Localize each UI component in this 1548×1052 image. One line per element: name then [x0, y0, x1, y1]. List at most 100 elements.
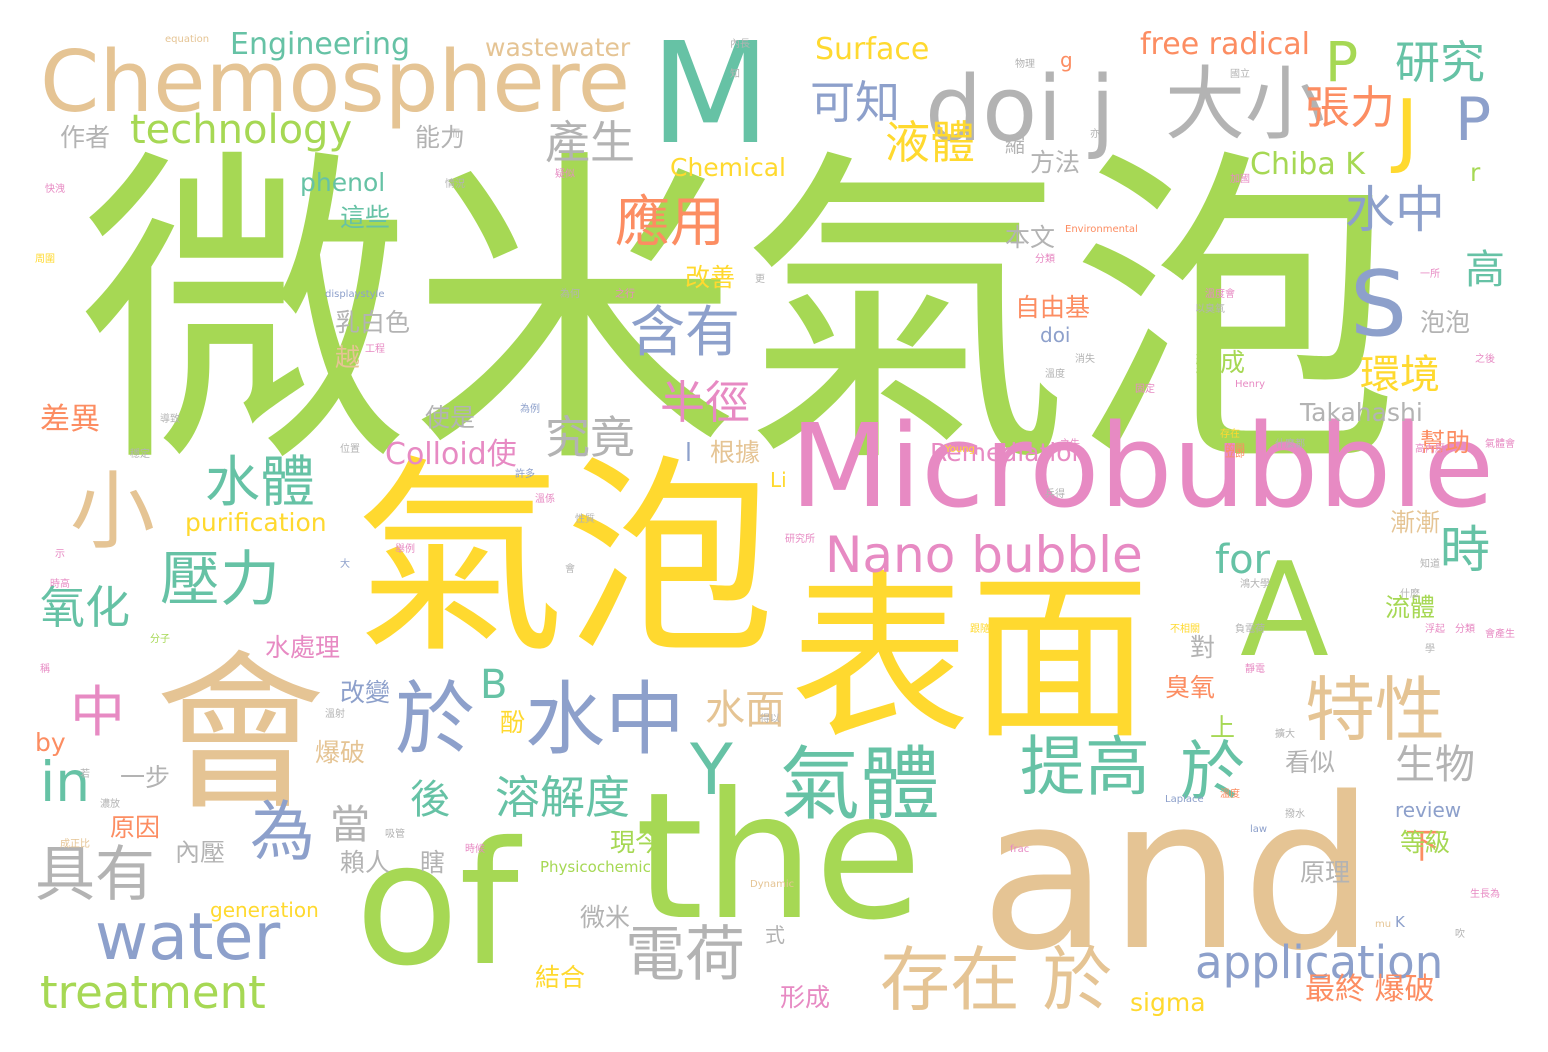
word-184: 會產生 — [1485, 630, 1515, 640]
word-64: Surface — [815, 35, 929, 65]
word-15: S — [1350, 260, 1407, 350]
word-93: 漸漸 — [1390, 510, 1440, 535]
word-200: mu — [1375, 920, 1391, 930]
word-110: 瞎 — [420, 850, 445, 875]
word-92: 變成 — [1195, 350, 1245, 375]
word-148: 之後 — [1475, 355, 1495, 365]
word-16: 小 — [70, 470, 155, 555]
word-127: 國立 — [1230, 70, 1250, 80]
word-113: 結合 — [535, 965, 585, 990]
word-135: 周圍 — [35, 255, 55, 265]
word-187: 擴大 — [1275, 730, 1295, 740]
word-172: 示 — [55, 550, 65, 560]
word-73: generation — [210, 900, 319, 920]
word-2: 氣泡 — [355, 455, 775, 665]
word-123: equation — [165, 35, 209, 45]
word-87: 差異 — [40, 405, 100, 435]
word-72: purification — [185, 510, 327, 535]
word-171: 大 — [340, 560, 350, 570]
word-190: 吸管 — [385, 830, 405, 840]
word-163: 立即 — [1225, 450, 1245, 460]
word-91: 泡泡 — [1420, 310, 1470, 335]
word-196: 成正比 — [60, 840, 90, 850]
word-3: 表面 — [790, 570, 1150, 750]
word-31: 具有 — [35, 845, 155, 905]
word-169: 鴻大學 — [1240, 580, 1270, 590]
word-134: Environmental — [1065, 225, 1138, 235]
word-173: 時高 — [50, 580, 70, 590]
word-185: 溫射 — [325, 710, 345, 720]
word-174: 跟隨 — [970, 625, 990, 635]
word-192: Laplace — [1165, 795, 1204, 805]
word-88: 使是 — [425, 405, 475, 430]
word-161: Young — [945, 445, 975, 455]
word-34: 應用 — [615, 195, 725, 250]
word-22: Nano bubble — [825, 530, 1143, 580]
word-147: 溫度 — [1045, 370, 1065, 380]
word-75: review — [1395, 800, 1461, 820]
word-150: 為例 — [520, 405, 540, 415]
word-57: 當 — [330, 805, 370, 845]
word-160: 位置 — [340, 445, 360, 455]
word-40: 時 — [1440, 525, 1490, 575]
word-71: Colloid使 — [385, 440, 517, 470]
word-36: 水體 — [205, 455, 315, 510]
word-166: 研究所 — [785, 535, 815, 545]
word-122: 縮 — [1005, 135, 1025, 155]
word-197: frac — [1010, 845, 1029, 855]
word-21: 存在 於 — [880, 945, 1112, 1015]
word-77: 最終 爆破 — [1305, 975, 1435, 1005]
word-133: 加國 — [1230, 175, 1250, 185]
word-155: 穩定 — [130, 450, 150, 460]
word-164: 性質 — [575, 515, 595, 525]
word-115: 式 — [765, 925, 785, 945]
word-120: Li — [770, 470, 787, 490]
word-10: Microbubble — [790, 410, 1494, 525]
word-23: 特性 — [1305, 675, 1445, 745]
word-76: sigma — [1130, 990, 1206, 1015]
word-86: 越 — [335, 345, 360, 370]
word-138: 之行 — [615, 290, 635, 300]
word-132: 疑似 — [555, 170, 575, 180]
word-51: 環境 — [1360, 355, 1440, 395]
word-56: 後 — [410, 780, 450, 820]
word-6: of — [355, 820, 519, 990]
word-27: 電荷 — [625, 925, 745, 985]
word-65: free radical — [1140, 30, 1310, 60]
word-38: 溶解度 — [495, 775, 630, 820]
word-201: 吹 — [1455, 930, 1465, 940]
word-151: 導致 — [160, 415, 180, 425]
word-100: 原理 — [1300, 860, 1350, 885]
word-84: 改善 — [685, 265, 735, 290]
word-140: 分類 — [1035, 255, 1055, 265]
word-96: 臭氧 — [1165, 675, 1215, 700]
word-153: 兵得 — [1045, 490, 1065, 500]
word-179: 分類 — [1455, 625, 1475, 635]
word-139: 更 — [755, 275, 765, 285]
word-131: 情況 — [445, 180, 465, 190]
word-62: Engineering — [230, 30, 410, 60]
word-146: Henry — [1235, 380, 1265, 390]
word-8: M — [650, 25, 771, 165]
word-108: 內壓 — [175, 840, 225, 865]
word-13: j — [1090, 65, 1115, 155]
word-58: Y — [690, 735, 733, 805]
word-66: Chemical — [670, 155, 786, 180]
word-152: 許多 — [515, 470, 535, 480]
word-121: K — [1395, 915, 1405, 930]
word-82: 本文 — [1005, 225, 1055, 250]
word-142: 一所 — [1420, 270, 1440, 280]
word-156: 存在 — [1220, 430, 1240, 440]
word-141: 溫度會 — [1205, 290, 1235, 300]
word-158: 什麼都 — [1275, 440, 1305, 450]
word-19: 水中 — [525, 680, 685, 760]
word-170: 知道 — [1420, 560, 1440, 570]
word-102: 水處理 — [265, 635, 340, 660]
word-90: 自由基 — [1015, 295, 1090, 320]
word-191: 時候 — [465, 845, 485, 855]
word-99: 等級 — [1400, 830, 1450, 855]
word-49: 半徑 — [660, 380, 750, 425]
word-107: 原因 — [110, 815, 160, 840]
word-130: 快洩 — [45, 185, 65, 195]
word-48: 產生 — [545, 120, 635, 165]
